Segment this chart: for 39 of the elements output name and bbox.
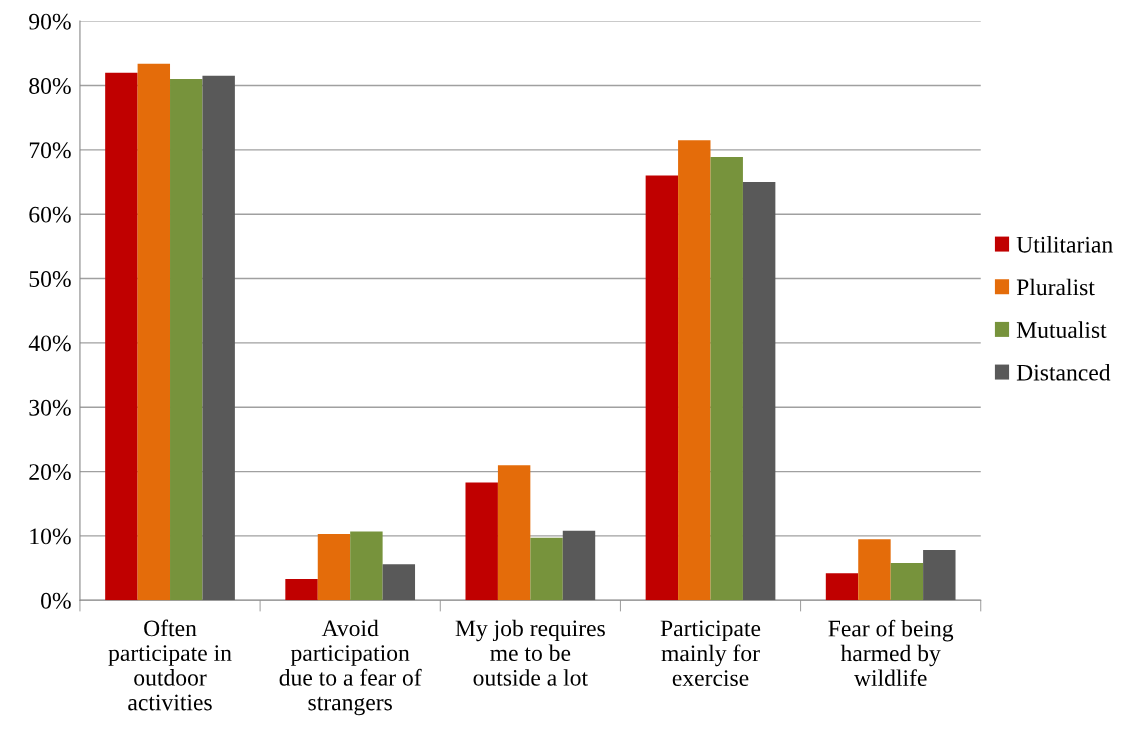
x-tick-label: Avoid participation due to a fear of strangers: [279, 619, 422, 716]
bar: [678, 140, 711, 601]
bar: [105, 72, 138, 601]
bar: [497, 465, 531, 601]
bar: [890, 562, 924, 601]
y-tick-label: 90%: [29, 13, 71, 30]
y-tick-label: 30%: [29, 399, 71, 416]
bar: [317, 533, 351, 601]
bar: [350, 531, 383, 601]
bar: [465, 482, 498, 601]
bar: [382, 564, 416, 601]
y-tick-label: 20%: [29, 464, 71, 481]
bar: [858, 539, 891, 601]
x-tick-label: Often participate in outdoor activities: [108, 619, 232, 711]
bar: [170, 79, 203, 601]
y-tick-label: 10%: [30, 528, 71, 545]
y-tick-label: 0%: [41, 592, 71, 609]
legend-label: Mutualist: [1016, 321, 1107, 338]
bar: [923, 550, 956, 601]
bar: [710, 156, 743, 601]
bar: [562, 530, 596, 601]
bar: [825, 573, 859, 601]
x-tick-label: Participate mainly for exercise: [660, 620, 761, 687]
bar: [645, 175, 679, 601]
bar: [202, 75, 235, 601]
y-tick-label: 40%: [28, 335, 71, 352]
x-tick-label: Fear of being harmed by wildlife: [828, 619, 954, 687]
legend-label: Utilitarian: [1016, 236, 1113, 253]
legend-label: Pluralist: [1016, 278, 1095, 296]
bar: [530, 537, 563, 601]
y-tick-label: 60%: [29, 206, 71, 223]
y-tick-label: 70%: [29, 142, 71, 159]
y-tick-label: 50%: [29, 271, 71, 288]
bar: [742, 182, 776, 601]
legend-label: Distanced: [1016, 364, 1111, 381]
x-tick-label: My job requires me to be outside a lot: [455, 619, 605, 686]
y-tick-label: 80%: [29, 78, 71, 95]
bar: [285, 579, 318, 601]
bar: [137, 63, 171, 601]
